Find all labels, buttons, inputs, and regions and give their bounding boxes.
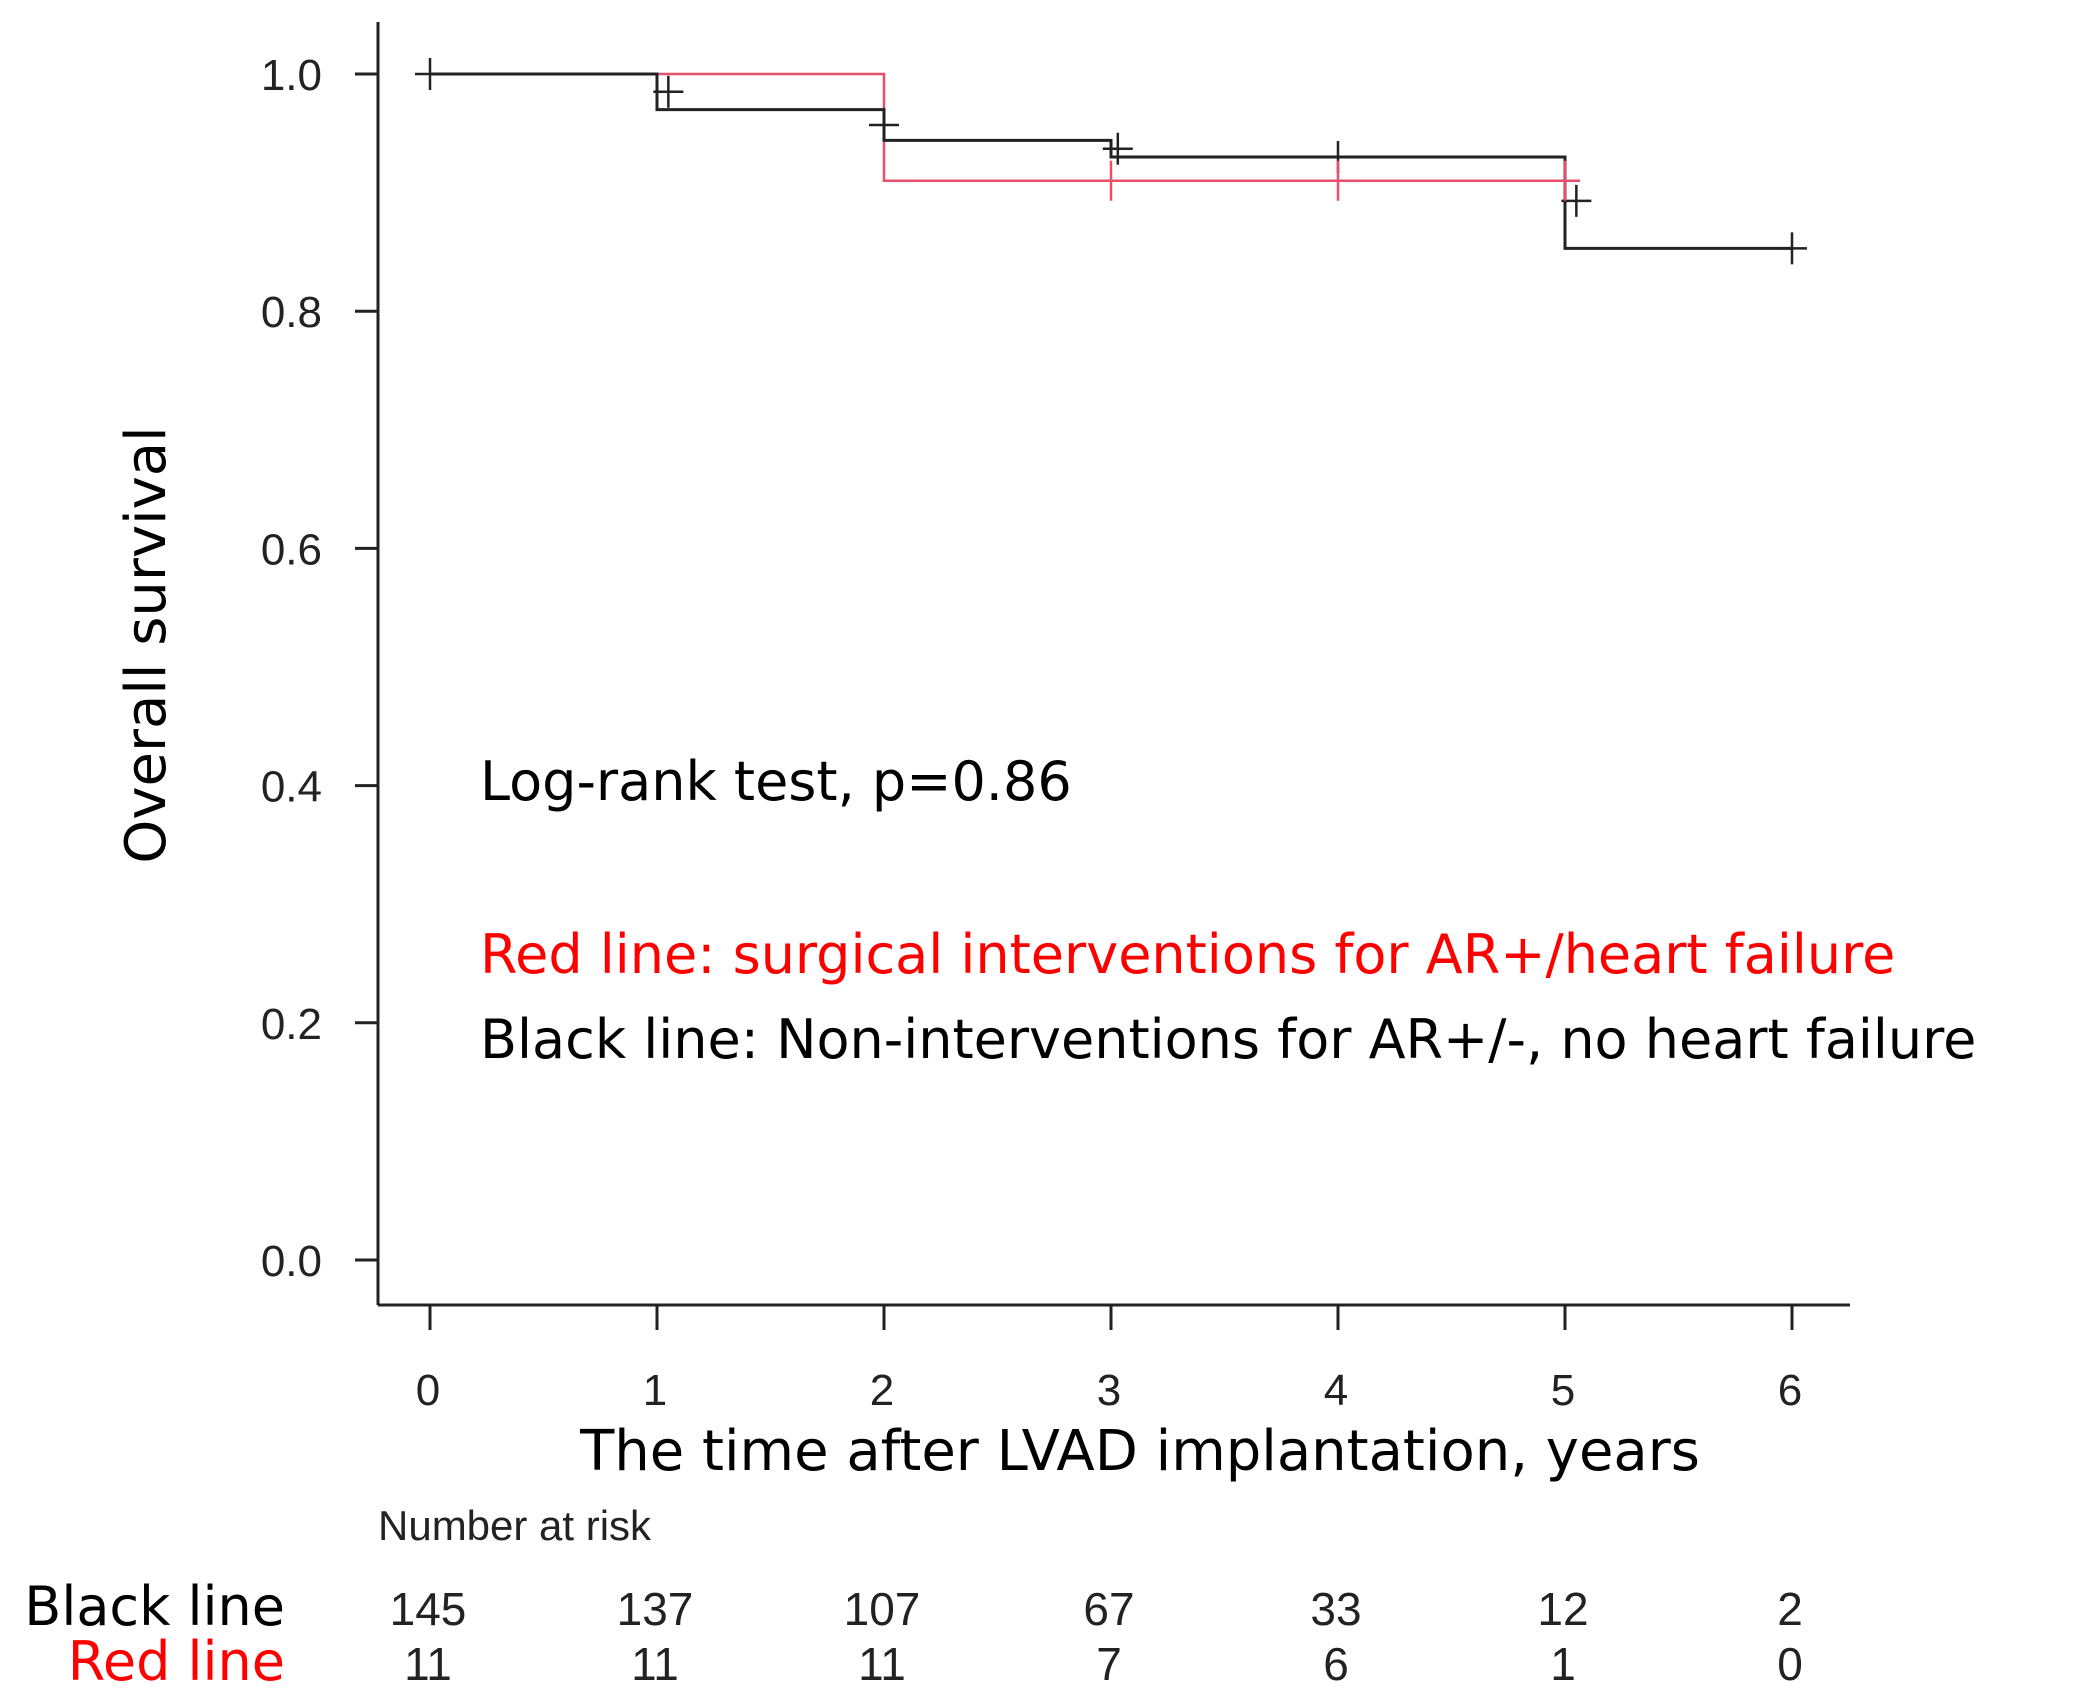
y-tick-label: 1.0 bbox=[261, 51, 322, 100]
x-axis-title: The time after LVAD implantation, years bbox=[579, 1419, 1700, 1484]
y-tick-label: 0.4 bbox=[261, 763, 322, 812]
y-tick-label: 0.6 bbox=[261, 525, 322, 574]
x-tick-label: 1 bbox=[643, 1366, 667, 1415]
risk-value-black: 12 bbox=[1537, 1583, 1588, 1635]
risk-value-red: 11 bbox=[631, 1638, 679, 1690]
red-line-legend: Red line: surgical interventions for AR+… bbox=[480, 923, 1895, 986]
y-axis-title: Overall survival bbox=[114, 426, 179, 863]
x-tick-label: 5 bbox=[1551, 1366, 1575, 1415]
risk-row-label-red: Red line bbox=[68, 1630, 285, 1693]
x-tick-label: 2 bbox=[870, 1366, 894, 1415]
risk-value-black: 137 bbox=[617, 1583, 694, 1635]
risk-row-label-black: Black line bbox=[24, 1575, 285, 1638]
risk-value-black: 67 bbox=[1083, 1583, 1134, 1635]
y-tick-label: 0.2 bbox=[261, 1000, 322, 1049]
risk-value-black: 145 bbox=[390, 1583, 467, 1635]
censor-marks bbox=[415, 58, 1807, 265]
y-ticks: 0.0 0.2 0.4 0.6 0.8 1.0 bbox=[261, 51, 378, 1286]
x-tick-label: 0 bbox=[416, 1366, 440, 1415]
red-survival-line bbox=[430, 72, 1565, 182]
risk-value-red: 7 bbox=[1096, 1638, 1122, 1690]
risk-value-red: 1 bbox=[1550, 1638, 1576, 1690]
risk-table-header: Number at risk bbox=[378, 1502, 652, 1549]
risk-values: 145 137 107 67 33 12 2 11 11 11 7 6 1 0 bbox=[390, 1583, 1803, 1690]
x-tick-label: 4 bbox=[1324, 1366, 1348, 1415]
risk-value-red: 11 bbox=[404, 1638, 452, 1690]
risk-value-red: 11 bbox=[858, 1638, 906, 1690]
logrank-annotation: Log-rank test, p=0.86 bbox=[480, 750, 1072, 813]
risk-value-black: 107 bbox=[844, 1583, 921, 1635]
risk-value-red: 6 bbox=[1323, 1638, 1349, 1690]
risk-value-black: 2 bbox=[1777, 1583, 1803, 1635]
risk-value-red: 0 bbox=[1777, 1638, 1803, 1690]
risk-value-black: 33 bbox=[1310, 1583, 1361, 1635]
black-line-legend: Black line: Non-interventions for AR+/-,… bbox=[480, 1008, 1976, 1071]
y-tick-label: 0.8 bbox=[261, 288, 322, 337]
x-tick-label: 3 bbox=[1097, 1366, 1121, 1415]
x-ticks: 0 1 2 3 4 5 6 bbox=[416, 1305, 1802, 1415]
x-tick-label: 6 bbox=[1778, 1366, 1802, 1415]
y-tick-label: 0.0 bbox=[261, 1237, 322, 1286]
